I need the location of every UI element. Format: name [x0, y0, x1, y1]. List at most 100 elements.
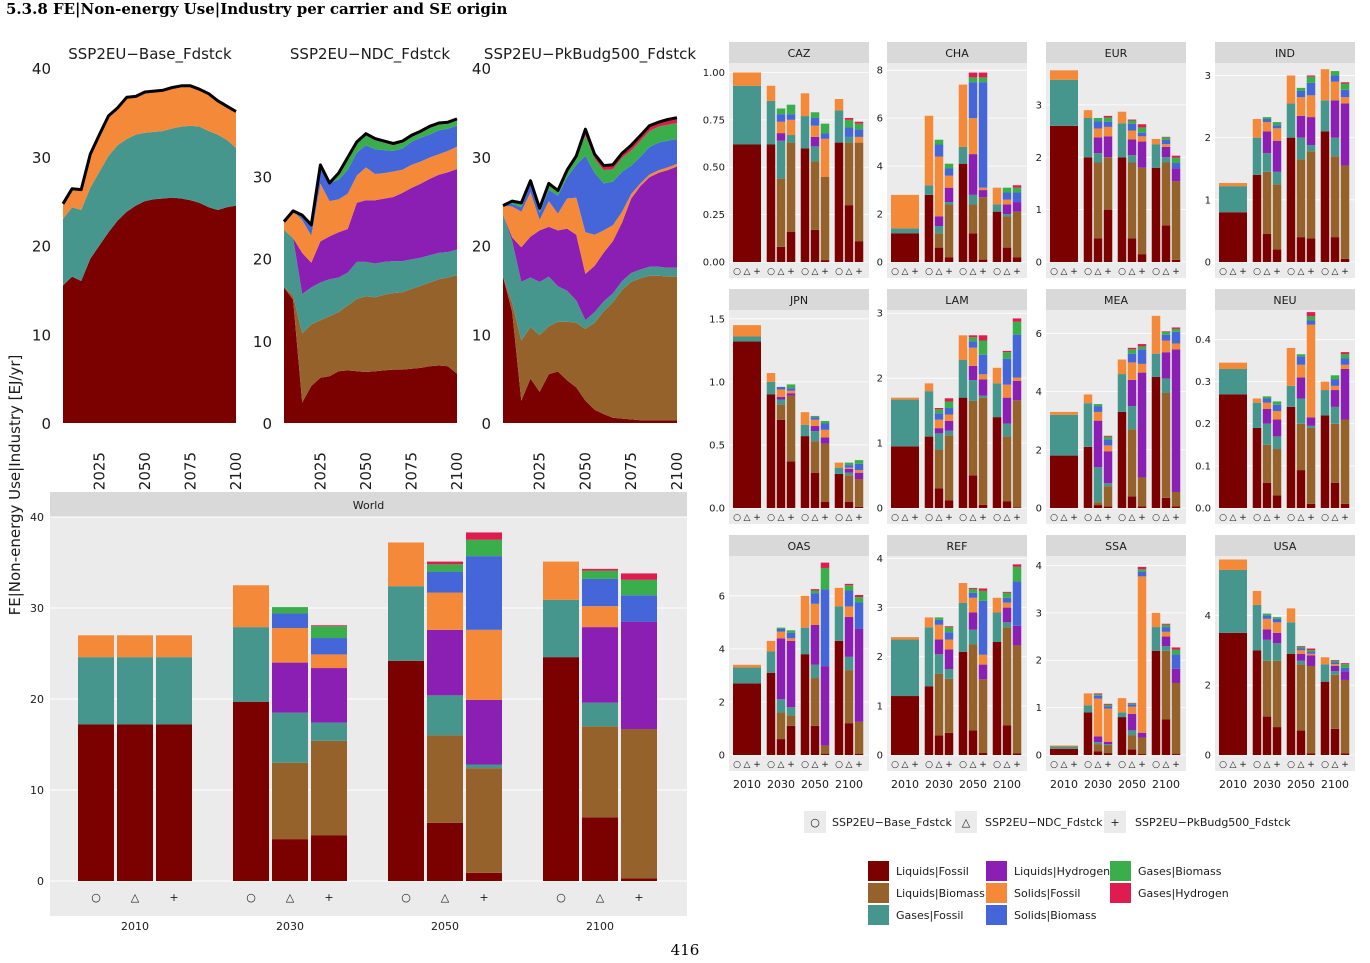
- bar-segment: [1161, 624, 1171, 628]
- scenario-symbol: +: [1070, 760, 1078, 770]
- strip-label: IND: [1275, 47, 1295, 60]
- bar-segment: [1103, 483, 1113, 487]
- scenario-symbol: +: [1239, 513, 1247, 523]
- bar-segment: [820, 501, 830, 508]
- bar-segment: [810, 146, 820, 162]
- bar-segment: [1012, 187, 1022, 193]
- bar-segment: [1272, 622, 1282, 633]
- bar-segment: [978, 504, 988, 508]
- bar-segment: [786, 135, 796, 143]
- bar-segment: [844, 617, 854, 657]
- bar-segment: [1137, 167, 1147, 255]
- bar-segment: [1306, 324, 1316, 418]
- bar-segment: [1330, 375, 1340, 380]
- bar-segment: [1286, 103, 1296, 138]
- bar-segment: [844, 472, 854, 476]
- bar-segment: [968, 233, 978, 262]
- bar-segment: [1050, 411, 1078, 415]
- bar-segment: [1103, 451, 1113, 484]
- y-tick-label: 0.50: [703, 163, 725, 174]
- bar-segment: [1093, 153, 1103, 163]
- bar-segment: [1171, 168, 1181, 182]
- bar-segment: [1340, 165, 1350, 259]
- bar-segment: [1127, 713, 1137, 731]
- strip-region: [729, 535, 869, 556]
- bar-segment: [1330, 406, 1340, 424]
- y-tick-label: 6: [719, 591, 725, 602]
- bar-segment: [978, 335, 988, 341]
- bar-segment: [1262, 613, 1272, 616]
- bar-segment: [820, 589, 830, 667]
- scenario-symbol: △: [970, 760, 977, 770]
- bar-segment: [78, 635, 114, 658]
- bar-segment: [1103, 741, 1113, 745]
- bar-segment: [1117, 374, 1127, 412]
- bar-segment: [272, 613, 308, 629]
- legend-label: Gases|Biomass: [1138, 865, 1222, 878]
- bar-segment: [1296, 423, 1306, 471]
- bar-segment: [1137, 566, 1147, 570]
- y-tick-label: 20: [30, 693, 44, 706]
- bar-segment: [117, 724, 153, 881]
- bar-segment: [1103, 115, 1113, 118]
- strip-region: [729, 42, 869, 63]
- bar-segment: [854, 129, 864, 137]
- y-tick-label: 10: [472, 326, 491, 344]
- scenario-symbol: △: [846, 760, 853, 770]
- bar-segment: [776, 178, 786, 247]
- bar-segment: [968, 337, 978, 342]
- scenario-symbol: △: [936, 513, 943, 523]
- scenario-symbol: +: [634, 891, 643, 904]
- bar-segment: [582, 578, 618, 607]
- legend-label: SSP2EU−PkBudg500_Fdstck: [1135, 816, 1291, 829]
- x-tick-label: 2030: [925, 778, 953, 791]
- bar-segment: [1137, 124, 1147, 128]
- bar-segment: [968, 612, 978, 630]
- scenario-symbol: ○: [959, 267, 967, 277]
- bar-segment: [766, 100, 776, 145]
- bar-segment: [1171, 331, 1181, 344]
- bar-segment: [854, 595, 864, 598]
- bar-segment: [733, 336, 761, 342]
- bar-segment: [934, 735, 944, 755]
- bar-segment: [1330, 379, 1340, 386]
- bar-segment: [1330, 75, 1340, 82]
- bar-segment: [1272, 436, 1282, 450]
- bar-segment: [733, 144, 761, 262]
- y-tick-label: 1.5: [709, 314, 725, 325]
- total-line: [502, 116, 678, 210]
- x-tick-label: 2050: [576, 452, 594, 490]
- x-tick-label: 2010: [891, 778, 919, 791]
- bar-segment: [1296, 646, 1306, 649]
- bar-segment: [427, 564, 463, 572]
- bar-segment: [968, 341, 978, 348]
- bar-segment: [968, 347, 978, 366]
- scenario-symbol: △: [936, 760, 943, 770]
- scenario-symbol: ○: [925, 513, 933, 523]
- bar-segment: [978, 397, 988, 505]
- scenario-symbol: +: [324, 891, 333, 904]
- bar-segment: [233, 627, 269, 702]
- bar-segment: [272, 762, 308, 840]
- legend-label: SSP2EU−NDC_Fdstck: [985, 816, 1103, 829]
- scenario-symbol: △: [1129, 267, 1136, 277]
- bar-segment: [1340, 97, 1350, 104]
- bar-segment: [1296, 87, 1306, 91]
- scenario-symbol: +: [911, 760, 919, 770]
- bar-segment: [786, 461, 796, 508]
- bar-segment: [1117, 712, 1127, 718]
- bar-segment: [820, 437, 830, 444]
- bar-segment: [1272, 171, 1282, 185]
- bar-segment: [1012, 400, 1022, 508]
- y-tick-label: 0: [877, 504, 883, 515]
- bar-segment: [958, 359, 968, 398]
- bar-segment: [1262, 618, 1272, 630]
- bar-segment: [854, 121, 864, 124]
- bar-segment: [1117, 111, 1127, 124]
- bar-segment: [978, 354, 988, 375]
- bar-segment: [891, 233, 919, 262]
- bar-segment: [820, 138, 830, 177]
- bar-segment: [1340, 82, 1350, 84]
- bar-segment: [1296, 97, 1306, 116]
